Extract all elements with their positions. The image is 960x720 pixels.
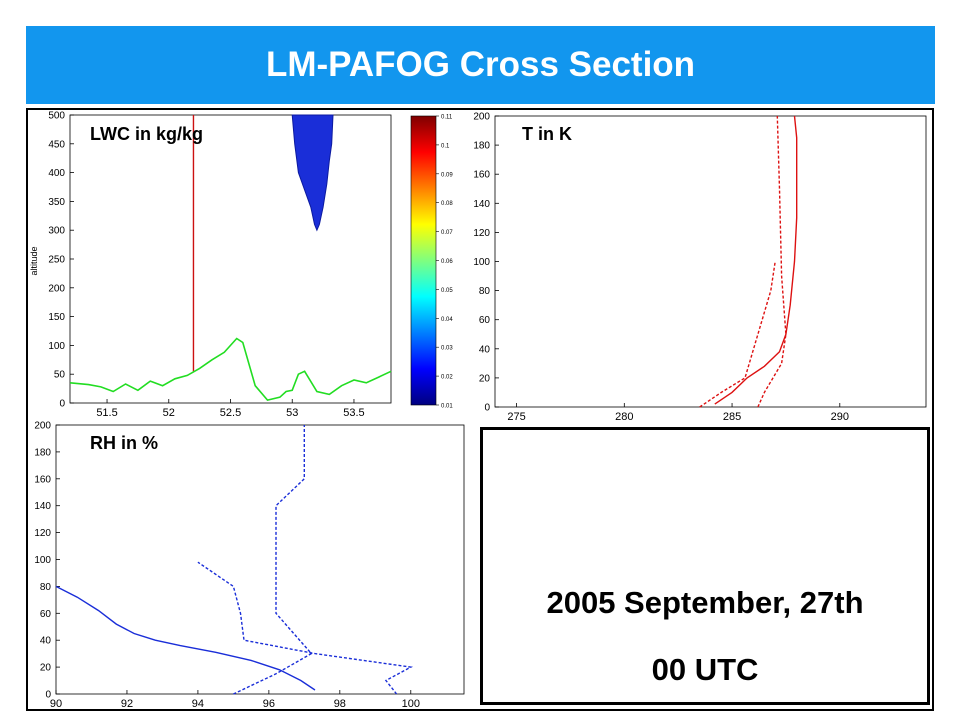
rh-y-tick-label: 0	[45, 690, 51, 701]
lwc-x-tick-label: 51.5	[96, 407, 117, 419]
lwc-y-tick-label: 400	[48, 168, 65, 179]
rh-x-tick-label: 90	[50, 698, 62, 710]
temp-x-tick-label: 285	[723, 411, 741, 423]
rh-x-tick-label: 94	[192, 698, 204, 710]
date-text: 2005 September, 27th	[546, 585, 864, 620]
lwc-x-tick-label: 52	[163, 407, 175, 419]
rh-series-2	[197, 561, 414, 695]
colorbar-tick-label: 0.09	[441, 172, 453, 178]
lwc-y-tick-label: 500	[48, 111, 65, 122]
lwc-x-tick-label: 52.5	[220, 407, 241, 419]
rh-axes-box	[55, 424, 465, 695]
lwc-axes-box	[69, 114, 392, 404]
temp-y-tick-label: 0	[484, 403, 490, 414]
rh-x-tick-label: 100	[402, 698, 420, 710]
temp-x-tick-label: 290	[831, 411, 849, 423]
lwc-fog-region	[291, 114, 334, 232]
rh-y-tick-label: 80	[40, 582, 52, 593]
humidity-panel-label: RH in %	[90, 433, 159, 453]
page-title: LM-PAFOG Cross Section	[265, 45, 696, 84]
rh-y-tick-label: 200	[34, 421, 51, 432]
colorbar-tick-label: 0.01	[441, 404, 453, 410]
temp-series-2	[757, 115, 787, 408]
temp-y-tick-label: 40	[479, 344, 491, 355]
colorbar-bar	[410, 115, 437, 406]
temp-x-tick-label: 280	[615, 411, 633, 423]
rh-x-tick-label: 92	[121, 698, 133, 710]
rh-x-tick-label: 96	[263, 698, 275, 710]
lwc-y-tick-label: 450	[48, 139, 65, 150]
content-frame	[26, 108, 934, 711]
temp-y-tick-label: 100	[473, 257, 490, 268]
temp-y-tick-label: 200	[473, 112, 490, 123]
colorbar-tick-label: 0.05	[441, 288, 453, 294]
humidity-plot: 90 92 94 96 98 100 0 20 40 60 80 100 120 140 160 180 200	[34, 421, 465, 710]
rh-x-tick-label: 98	[334, 698, 346, 710]
time-text: 00 UTC	[651, 652, 759, 687]
colorbar-tick-label: 0.04	[441, 317, 453, 323]
rh-y-tick-label: 160	[34, 474, 51, 485]
lwc-y-tick-label: 200	[48, 283, 65, 294]
lwc-y-tick-label: 100	[48, 341, 65, 352]
temp-axes-box	[494, 115, 927, 408]
lwc-colorbar: 0.01 0.02 0.03 0.04 0.05 0.06 0.07 0.08 0.09 0.1 0…	[410, 115, 453, 410]
temp-y-tick-label: 80	[479, 286, 491, 297]
colorbar-tick-label: 0.08	[441, 201, 453, 207]
date-box: 2005 September, 27th 00 UTC	[480, 427, 930, 705]
rh-y-tick-label: 140	[34, 501, 51, 512]
colorbar-tick-label: 0.02	[441, 375, 453, 381]
rh-series-1	[233, 425, 313, 695]
colorbar-tick-label: 0.07	[441, 230, 453, 236]
rh-y-tick-label: 180	[34, 447, 51, 458]
rh-series-0	[55, 585, 316, 691]
rh-y-tick-label: 120	[34, 528, 51, 539]
temperature-panel-label: T in K	[522, 124, 572, 144]
temp-y-tick-label: 20	[479, 373, 491, 384]
lwc-y-tick-label: 250	[48, 255, 65, 266]
lwc-x-tick-label: 53.5	[343, 407, 364, 419]
temp-series-1	[699, 261, 776, 408]
rh-y-tick-label: 40	[40, 636, 52, 647]
temp-y-tick-label: 140	[473, 199, 490, 210]
temp-series-0	[714, 115, 798, 405]
lwc-y-tick-label: 300	[48, 226, 65, 237]
temp-y-tick-label: 180	[473, 141, 490, 152]
lwc-y-tick-label: 50	[54, 370, 66, 381]
lwc-y-tick-label: 150	[48, 312, 65, 323]
colorbar-tick-label: 0.11	[441, 115, 453, 121]
temp-y-tick-label: 120	[473, 228, 490, 239]
rh-y-tick-label: 100	[34, 555, 51, 566]
temperature-plot: 275 280 285 290 0 20 40 60 80 100 120 140 160 180 200	[473, 112, 927, 423]
rh-y-tick-label: 20	[40, 663, 52, 674]
lwc-terrain-line	[69, 337, 392, 401]
rh-y-tick-label: 60	[40, 609, 52, 620]
lwc-panel-label: LWC in kg/kg	[90, 124, 204, 144]
colorbar-tick-label: 0.1	[441, 143, 450, 149]
lwc-plot: 51.5 52 52.5 53 53.5 0 50 100 150 200 250 300 350 400…	[29, 111, 392, 419]
lwc-y-tick-label: 350	[48, 197, 65, 208]
colorbar-tick-label: 0.03	[441, 346, 453, 352]
lwc-x-tick-label: 53	[286, 407, 298, 419]
colorbar-tick-label: 0.06	[441, 259, 453, 265]
lwc-y-tick-label: 0	[59, 399, 65, 410]
temp-y-tick-label: 60	[479, 315, 491, 326]
lwc-y-axis-label: altitude	[29, 246, 39, 275]
title-banner	[26, 26, 935, 104]
temp-x-tick-label: 275	[507, 411, 525, 423]
temp-y-tick-label: 160	[473, 170, 490, 181]
